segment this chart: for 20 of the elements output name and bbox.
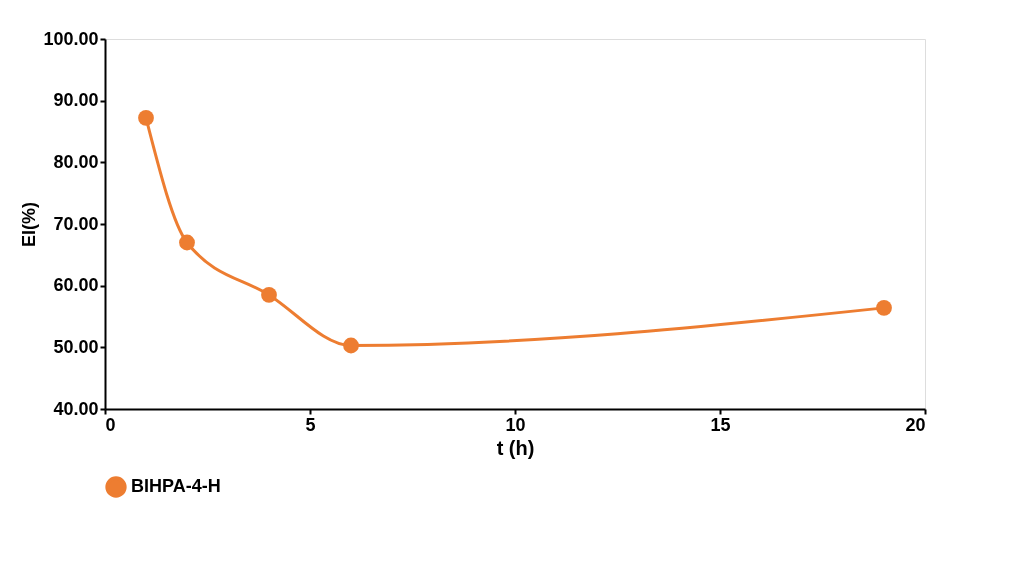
x-tick-label: 10 (505, 414, 526, 435)
x-tick-label: 0 (105, 414, 116, 435)
y-tick-label: 40.00 (53, 398, 99, 419)
y-tick-label: 60.00 (53, 275, 99, 296)
y-tick-label: 90.00 (53, 90, 99, 111)
point (179, 234, 195, 251)
y-tick-label: 80.00 (53, 151, 99, 172)
x-tick-label: 5 (305, 414, 316, 435)
x-tick-label: 15 (710, 414, 731, 435)
y-tick-label: 100.00 (43, 28, 99, 49)
y-tick-label: 70.00 (53, 213, 99, 234)
y-axis-title: EI(%) (19, 201, 40, 247)
x-axis-title: t (h) (496, 436, 535, 459)
point (343, 337, 359, 354)
y-tick-label: 50.00 (53, 336, 99, 357)
legend-label: BIHPA-4-H (131, 476, 221, 496)
point (261, 287, 277, 303)
x-tick-label: 20 (905, 414, 926, 435)
point (138, 110, 154, 126)
point (876, 299, 892, 316)
